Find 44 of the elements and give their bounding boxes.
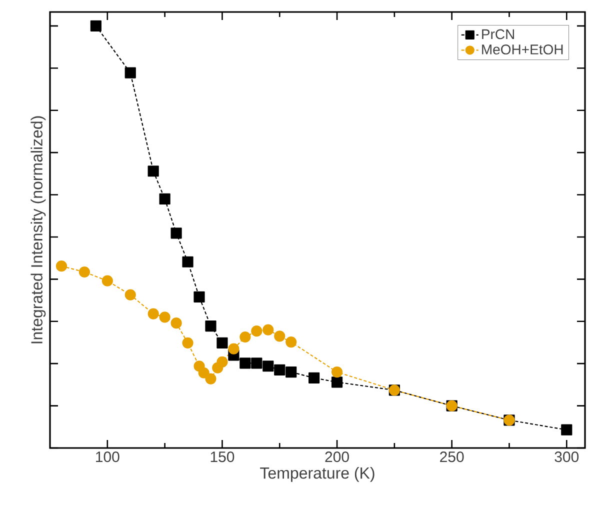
point [205, 320, 216, 332]
point [216, 356, 228, 368]
point [102, 275, 113, 286]
point [56, 260, 68, 272]
point [124, 67, 136, 78]
point [90, 20, 102, 32]
point [78, 266, 90, 278]
point [561, 424, 572, 436]
x-axis-title: Temperature (K) [260, 466, 374, 482]
point [228, 343, 240, 354]
point [170, 228, 182, 239]
point [308, 372, 320, 384]
point [216, 337, 228, 348]
point [205, 373, 216, 384]
x-tick-label: 100 [96, 452, 120, 462]
point [194, 291, 205, 302]
point [274, 330, 286, 342]
point [170, 318, 182, 329]
y-axis-title: Integrated Intensity (normalized) [30, 116, 46, 344]
x-tick-label: 200 [325, 452, 349, 462]
point [159, 312, 170, 323]
point [274, 364, 286, 376]
point [251, 326, 262, 337]
point [262, 360, 274, 372]
point [331, 376, 343, 388]
point [148, 308, 159, 320]
point [159, 193, 170, 205]
x-tick-label: 250 [440, 452, 464, 462]
point [182, 256, 194, 268]
point [198, 367, 210, 378]
point [286, 366, 297, 378]
point [251, 358, 262, 369]
legend-label: PrCN [482, 29, 514, 40]
point [182, 337, 194, 348]
point [124, 289, 136, 300]
legend-label: MeOH+EtOH [482, 44, 563, 54]
point [331, 366, 343, 378]
point [262, 324, 274, 336]
point [286, 336, 297, 348]
point [240, 331, 251, 343]
point [240, 358, 251, 369]
point [148, 166, 159, 177]
x-tick-label: 300 [554, 452, 579, 462]
x-tick-label: 150 [210, 452, 234, 462]
